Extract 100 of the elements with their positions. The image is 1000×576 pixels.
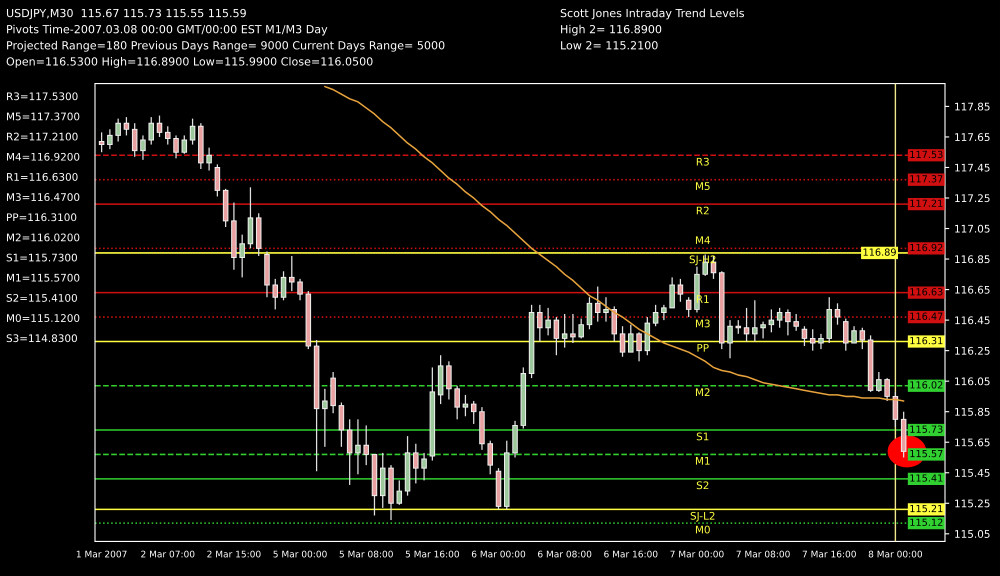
candlestick xyxy=(413,443,419,484)
candlestick xyxy=(586,296,592,330)
x-tick-label: 5 Mar 08:00 xyxy=(340,550,393,558)
ref-line-label: R3 xyxy=(696,158,709,166)
candlestick xyxy=(421,452,427,482)
y-tick-label: 116.85 xyxy=(955,255,990,264)
text: Pivots Time-2007.03.08 00:00 GMT/00:00 EST M1/M3 Day xyxy=(7,24,328,36)
candlestick xyxy=(214,164,220,198)
candlestick xyxy=(736,319,742,334)
text: M3=116.4700 xyxy=(7,193,80,202)
candlestick xyxy=(239,234,245,278)
ref-line-label: M2 xyxy=(696,388,710,396)
y-tick-label: 116.25 xyxy=(955,346,990,355)
candlestick xyxy=(876,371,882,392)
candlestick xyxy=(834,302,840,326)
candlestick xyxy=(115,118,121,142)
text: M4=116.9200 xyxy=(7,152,80,161)
annotation: 115.12 xyxy=(910,518,942,526)
candlestick xyxy=(462,394,468,417)
ref-line-label: M1 xyxy=(696,457,710,465)
candlestick xyxy=(785,308,791,336)
x-tick-label: 5 Mar 00:00 xyxy=(273,550,327,558)
candlestick xyxy=(562,313,568,348)
annotation: 117.37 xyxy=(910,175,942,183)
ref-line-label: M3 xyxy=(696,320,710,328)
text: S2=115.4100 xyxy=(6,294,77,302)
candlestick xyxy=(140,134,146,160)
candlestick xyxy=(843,318,849,352)
candlestick xyxy=(206,147,212,172)
candlestick xyxy=(272,278,278,310)
candlestick xyxy=(487,440,493,475)
text: S3=114.8300 xyxy=(6,334,77,342)
x-tick-label: 2 Mar 07:00 xyxy=(141,550,194,558)
y-tick-label: 115.25 xyxy=(955,500,990,508)
ref-line-label: M0 xyxy=(696,526,710,534)
candlestick xyxy=(297,278,303,301)
candlestick xyxy=(537,304,543,342)
ref-line-label: R2 xyxy=(696,206,709,214)
text: M5=117.3700 xyxy=(7,112,80,120)
y-tick-label: 117.85 xyxy=(955,102,990,111)
y-tick-label: 115.85 xyxy=(955,408,990,416)
text: R1=116.6300 xyxy=(7,172,78,181)
annotation: 115.73 xyxy=(910,425,943,433)
candlestick xyxy=(355,418,361,475)
candlestick xyxy=(173,134,179,159)
x-tick-label: 6 Mar 08:00 xyxy=(538,550,592,558)
candlestick xyxy=(818,333,824,350)
text: Low 2= 115.2100 xyxy=(561,41,658,50)
candlestick xyxy=(454,385,460,420)
text: R2=117.2100 xyxy=(7,132,78,141)
annotation: 116.63 xyxy=(910,288,943,296)
candlestick xyxy=(578,318,584,340)
ref-line-label: M4 xyxy=(696,236,710,244)
candlestick xyxy=(636,332,642,362)
candlestick xyxy=(603,296,609,322)
candlestick xyxy=(594,286,600,322)
annotation: 116.02 xyxy=(910,381,942,389)
text: R3=117.5300 xyxy=(7,92,78,100)
candlestick xyxy=(669,276,675,309)
candlestick xyxy=(396,480,402,506)
candlestick xyxy=(570,313,576,344)
candlestick xyxy=(752,300,758,342)
text: PP=116.3100 xyxy=(7,213,76,222)
x-tick-label: 6 Mar 16:00 xyxy=(604,550,658,558)
candlestick xyxy=(802,326,808,347)
annotation: 116.92 xyxy=(910,244,942,252)
candlestick xyxy=(446,360,452,400)
x-tick-label: 7 Mar 16:00 xyxy=(802,550,856,558)
candlestick xyxy=(107,128,113,150)
y-tick-label: 116.65 xyxy=(955,286,990,294)
candlestick xyxy=(727,319,733,359)
x-tick-label: 5 Mar 16:00 xyxy=(406,550,460,558)
x-tick-label: 7 Mar 08:00 xyxy=(736,550,790,558)
annotation: 116.47 xyxy=(910,312,942,320)
text: S1=115.7300 xyxy=(6,254,77,262)
annotation: 117.21 xyxy=(910,200,942,207)
x-tick-label: 2 Mar 15:00 xyxy=(207,550,261,558)
candlestick xyxy=(124,116,130,136)
candlestick xyxy=(363,424,369,466)
x-tick-label: 7 Mar 00:00 xyxy=(670,550,724,558)
candlestick xyxy=(628,324,634,353)
y-tick-label: 117.25 xyxy=(955,194,990,202)
text: Scott Jones Intraday Trend Levels xyxy=(560,8,744,20)
chart-title: USDJPY,M30 115.67 115.73 115.55 115.59 xyxy=(6,8,246,20)
y-tick-label: 117.45 xyxy=(955,164,990,172)
ref-line-label: SJ-L2 xyxy=(690,512,714,522)
text: Projected Range=180 Previous Days Range= 9000 Current Days Range= 5000 xyxy=(7,40,444,52)
candlestick xyxy=(148,116,154,146)
annotation: 115.21 xyxy=(910,504,942,512)
text: Open=116.5300 High=116.8900 Low=115.9900 Close=116.0500 xyxy=(6,57,373,68)
candlestick xyxy=(884,377,890,402)
ref-line-label: PP xyxy=(697,344,709,352)
y-tick-label: 115.65 xyxy=(955,438,990,446)
candlestick xyxy=(280,270,286,301)
candlestick xyxy=(165,126,171,146)
annotation: 116.31 xyxy=(910,336,942,344)
candlestick xyxy=(652,304,658,327)
candlestick xyxy=(793,313,799,332)
candlestick xyxy=(554,316,560,356)
text: High 2= 116.8900 xyxy=(561,24,662,36)
